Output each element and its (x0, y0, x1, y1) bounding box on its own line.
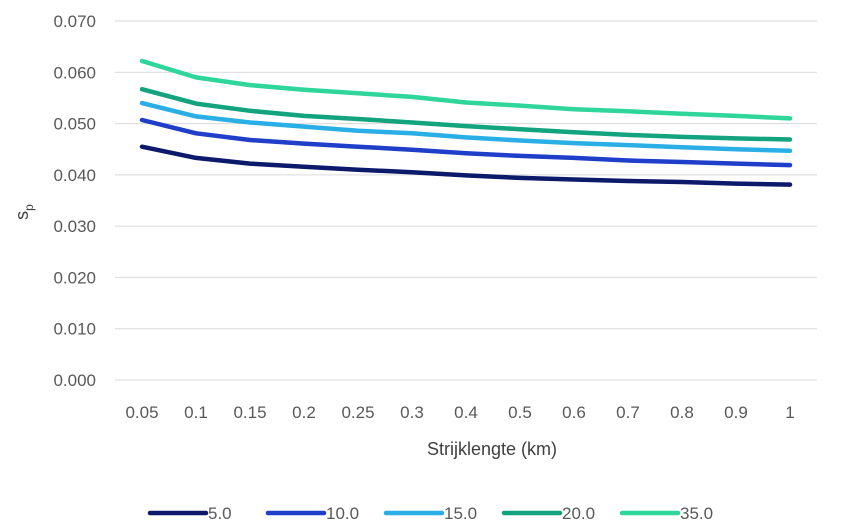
series-line-5.0 (139, 144, 793, 187)
legend-label: 20.0 (562, 504, 595, 523)
legend-item: 5.0 (147, 504, 232, 523)
x-tick-label: 0.3 (400, 403, 424, 422)
x-tick-label: 0.15 (233, 403, 266, 422)
legend: 5.0 10.0 15.0 20.0 35.0 (147, 504, 713, 523)
x-tick-label: 0.8 (670, 403, 694, 422)
series-line-15.0 (139, 100, 793, 154)
x-tick-label: 0.05 (125, 403, 158, 422)
legend-item: 10.0 (265, 504, 359, 523)
series-line-35.0 (139, 58, 793, 121)
y-axis-title-subscript: p (22, 204, 36, 211)
legend-label: 15.0 (444, 504, 477, 523)
x-tick-label: 0.6 (562, 403, 586, 422)
x-tick-label: 0.2 (292, 403, 316, 422)
x-axis-ticks: 0.05 0.1 0.15 0.2 0.25 0.3 0.4 0.5 0.6 0.7 0.8 0.9 1 (125, 403, 794, 422)
y-axis-title: sp (12, 204, 36, 220)
legend-label: 5.0 (208, 504, 232, 523)
y-tick-label: 0.020 (53, 268, 96, 287)
x-tick-label: 0.4 (454, 403, 478, 422)
legend-item: 20.0 (501, 504, 595, 523)
legend-label: 35.0 (680, 504, 713, 523)
y-tick-label: 0.050 (53, 115, 96, 134)
y-tick-label: 0.010 (53, 320, 96, 339)
y-tick-label: 0.000 (53, 371, 96, 390)
x-tick-label: 0.5 (508, 403, 532, 422)
y-tick-label: 0.030 (53, 217, 96, 236)
x-tick-label: 0.1 (184, 403, 208, 422)
x-tick-label: 0.9 (724, 403, 748, 422)
x-tick-label: 1 (785, 403, 794, 422)
legend-label: 10.0 (326, 504, 359, 523)
legend-item: 35.0 (619, 504, 713, 523)
series-line-10.0 (139, 117, 793, 168)
gridlines (115, 20, 817, 381)
x-tick-label: 0.25 (341, 403, 374, 422)
y-axis-title-main: s (12, 211, 32, 220)
series-lines (139, 58, 793, 187)
x-tick-label: 0.7 (616, 403, 640, 422)
x-axis-title: Strijklengte (km) (427, 439, 557, 459)
series-line-20.0 (139, 86, 793, 142)
legend-item: 15.0 (383, 504, 477, 523)
y-tick-label: 0.070 (53, 12, 96, 31)
y-axis-ticks: 0.000 0.010 0.020 0.030 0.040 0.050 0.060 0.070 (53, 12, 96, 390)
y-tick-label: 0.040 (53, 166, 96, 185)
y-tick-label: 0.060 (53, 63, 96, 82)
